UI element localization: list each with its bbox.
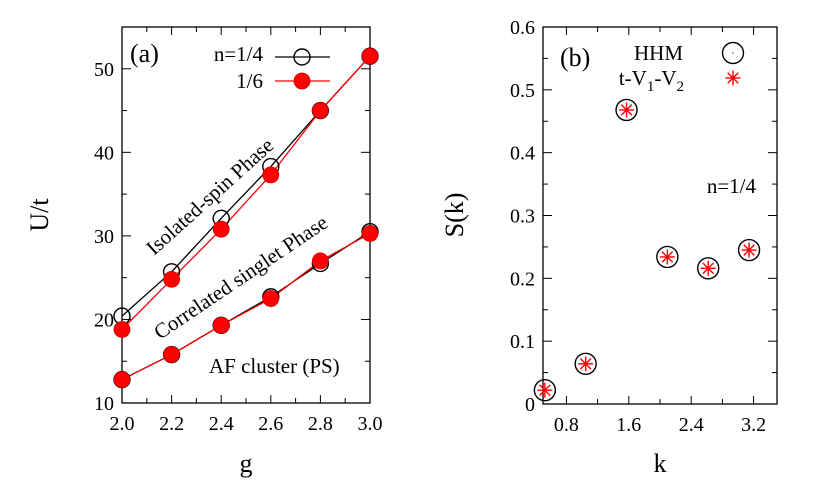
x-tick-label: 3.2: [741, 414, 766, 436]
data-point: [212, 220, 230, 238]
y-tick-label: 0.3: [510, 206, 535, 228]
x-tick-label: 0.8: [554, 414, 579, 436]
panel-b-ticks: 0.8 1.6 2.4 3.2 0 0.1 0.2 0.3 0.4 0.5 0.6: [510, 17, 777, 436]
y-tick-label: 40: [94, 142, 114, 164]
panel-b-label: (b): [560, 43, 590, 72]
y-axis-label-a: U/t: [25, 198, 54, 232]
data-point: [262, 166, 280, 184]
data-point: [361, 47, 379, 65]
data-point: [113, 321, 131, 338]
series-line-lower-n16: [121, 232, 371, 381]
panel-b: 0.8 1.6 2.4 3.2 0 0.1 0.2 0.3 0.4 0.5 0.6 (b) k S(…: [440, 17, 778, 478]
legend-marker-n14: [293, 48, 311, 66]
y-tick-label: 30: [94, 226, 114, 248]
asterisk-stroke: [539, 384, 551, 396]
legend-label-hhm: HHM: [634, 41, 683, 65]
data-point-tv1v2: [619, 102, 635, 118]
data-point-hhm: [533, 378, 557, 402]
annotation-af-cluster: AF cluster (PS): [209, 354, 340, 378]
y-tick-label: 0: [525, 394, 535, 416]
legend-label-n16: 1/6: [236, 69, 263, 93]
data-point: [212, 316, 230, 334]
panel-a: 2.0 2.2 2.4 2.6 2.8 3.0 10 20 30 40 50 (a) g U/t n…: [25, 26, 383, 478]
panel-a-legend-markers: [275, 48, 330, 90]
asterisk-stroke: [661, 251, 674, 263]
x-axis-label-a: g: [240, 449, 253, 478]
panel-b-legend-markers: [721, 41, 745, 86]
legend-marker-n16: [293, 72, 311, 90]
y-tick-label: 0.2: [510, 268, 535, 290]
x-tick-label: 2.4: [679, 414, 704, 436]
data-point-tv1v2: [537, 382, 553, 398]
legend-tv-part: t-V: [619, 66, 647, 90]
annotation-n14: n=1/4: [707, 174, 757, 198]
legend-marker-hhm: [721, 41, 745, 65]
asterisk-stroke: [702, 262, 715, 275]
asterisk-stroke: [620, 104, 633, 116]
data-point-tv1v2: [741, 242, 757, 258]
y-tick-label: 0.6: [510, 17, 535, 39]
x-tick-label: 3.0: [358, 413, 383, 435]
data-point: [311, 102, 329, 119]
legend-sub-1: 1: [647, 79, 655, 95]
x-tick-label: 2.8: [308, 413, 333, 435]
data-point: [262, 290, 280, 307]
data-point: [311, 252, 329, 270]
asterisk-stroke: [727, 72, 739, 84]
asterisk-stroke: [743, 244, 755, 256]
series-line-upper-n16: [121, 55, 371, 330]
data-point-hhm: [656, 245, 679, 269]
legend-v2-part: -V: [654, 66, 676, 90]
data-point-tv1v2: [578, 356, 594, 372]
y-tick-label: 0.1: [510, 331, 535, 353]
data-point-hhm: [574, 352, 597, 375]
data-point-hhm: [737, 238, 761, 262]
y-tick-label: 10: [94, 393, 114, 415]
legend-marker-hhm-dot: [732, 52, 734, 54]
y-tick-label: 0.5: [510, 80, 535, 102]
x-tick-label: 2.0: [110, 413, 135, 435]
y-axis-label-b: S(k): [440, 193, 469, 238]
panel-a-series: [113, 47, 379, 389]
x-axis-label-b: k: [654, 449, 667, 478]
legend-label-tv1v2: t-V1-V2: [619, 66, 684, 95]
data-point: [361, 224, 379, 242]
y-tick-label: 0.4: [510, 143, 535, 165]
legend-label-n14: n=1/4: [214, 42, 264, 66]
x-tick-label: 2.6: [258, 413, 283, 435]
panel-a-ticks: 2.0 2.2 2.4 2.6 2.8 3.0 10 20 30 40 50: [94, 27, 383, 435]
data-point: [163, 270, 181, 288]
data-point-hhm: [697, 257, 720, 280]
x-tick-label: 1.6: [616, 414, 641, 436]
data-point-tv1v2: [700, 260, 716, 276]
data-point-tv1v2: [659, 249, 675, 265]
asterisk-stroke: [579, 357, 592, 370]
panel-a-label: (a): [130, 39, 159, 68]
x-tick-label: 2.2: [159, 413, 184, 435]
legend-sub-2: 2: [677, 79, 685, 95]
x-tick-label: 2.4: [209, 413, 234, 435]
y-tick-label: 50: [94, 59, 114, 81]
data-point: [113, 371, 131, 389]
data-point: [163, 346, 181, 363]
legend-marker-tv1v2: [725, 70, 741, 86]
panel-b-series: [533, 98, 761, 402]
y-tick-label: 20: [94, 309, 114, 331]
data-point-hhm: [615, 98, 638, 122]
